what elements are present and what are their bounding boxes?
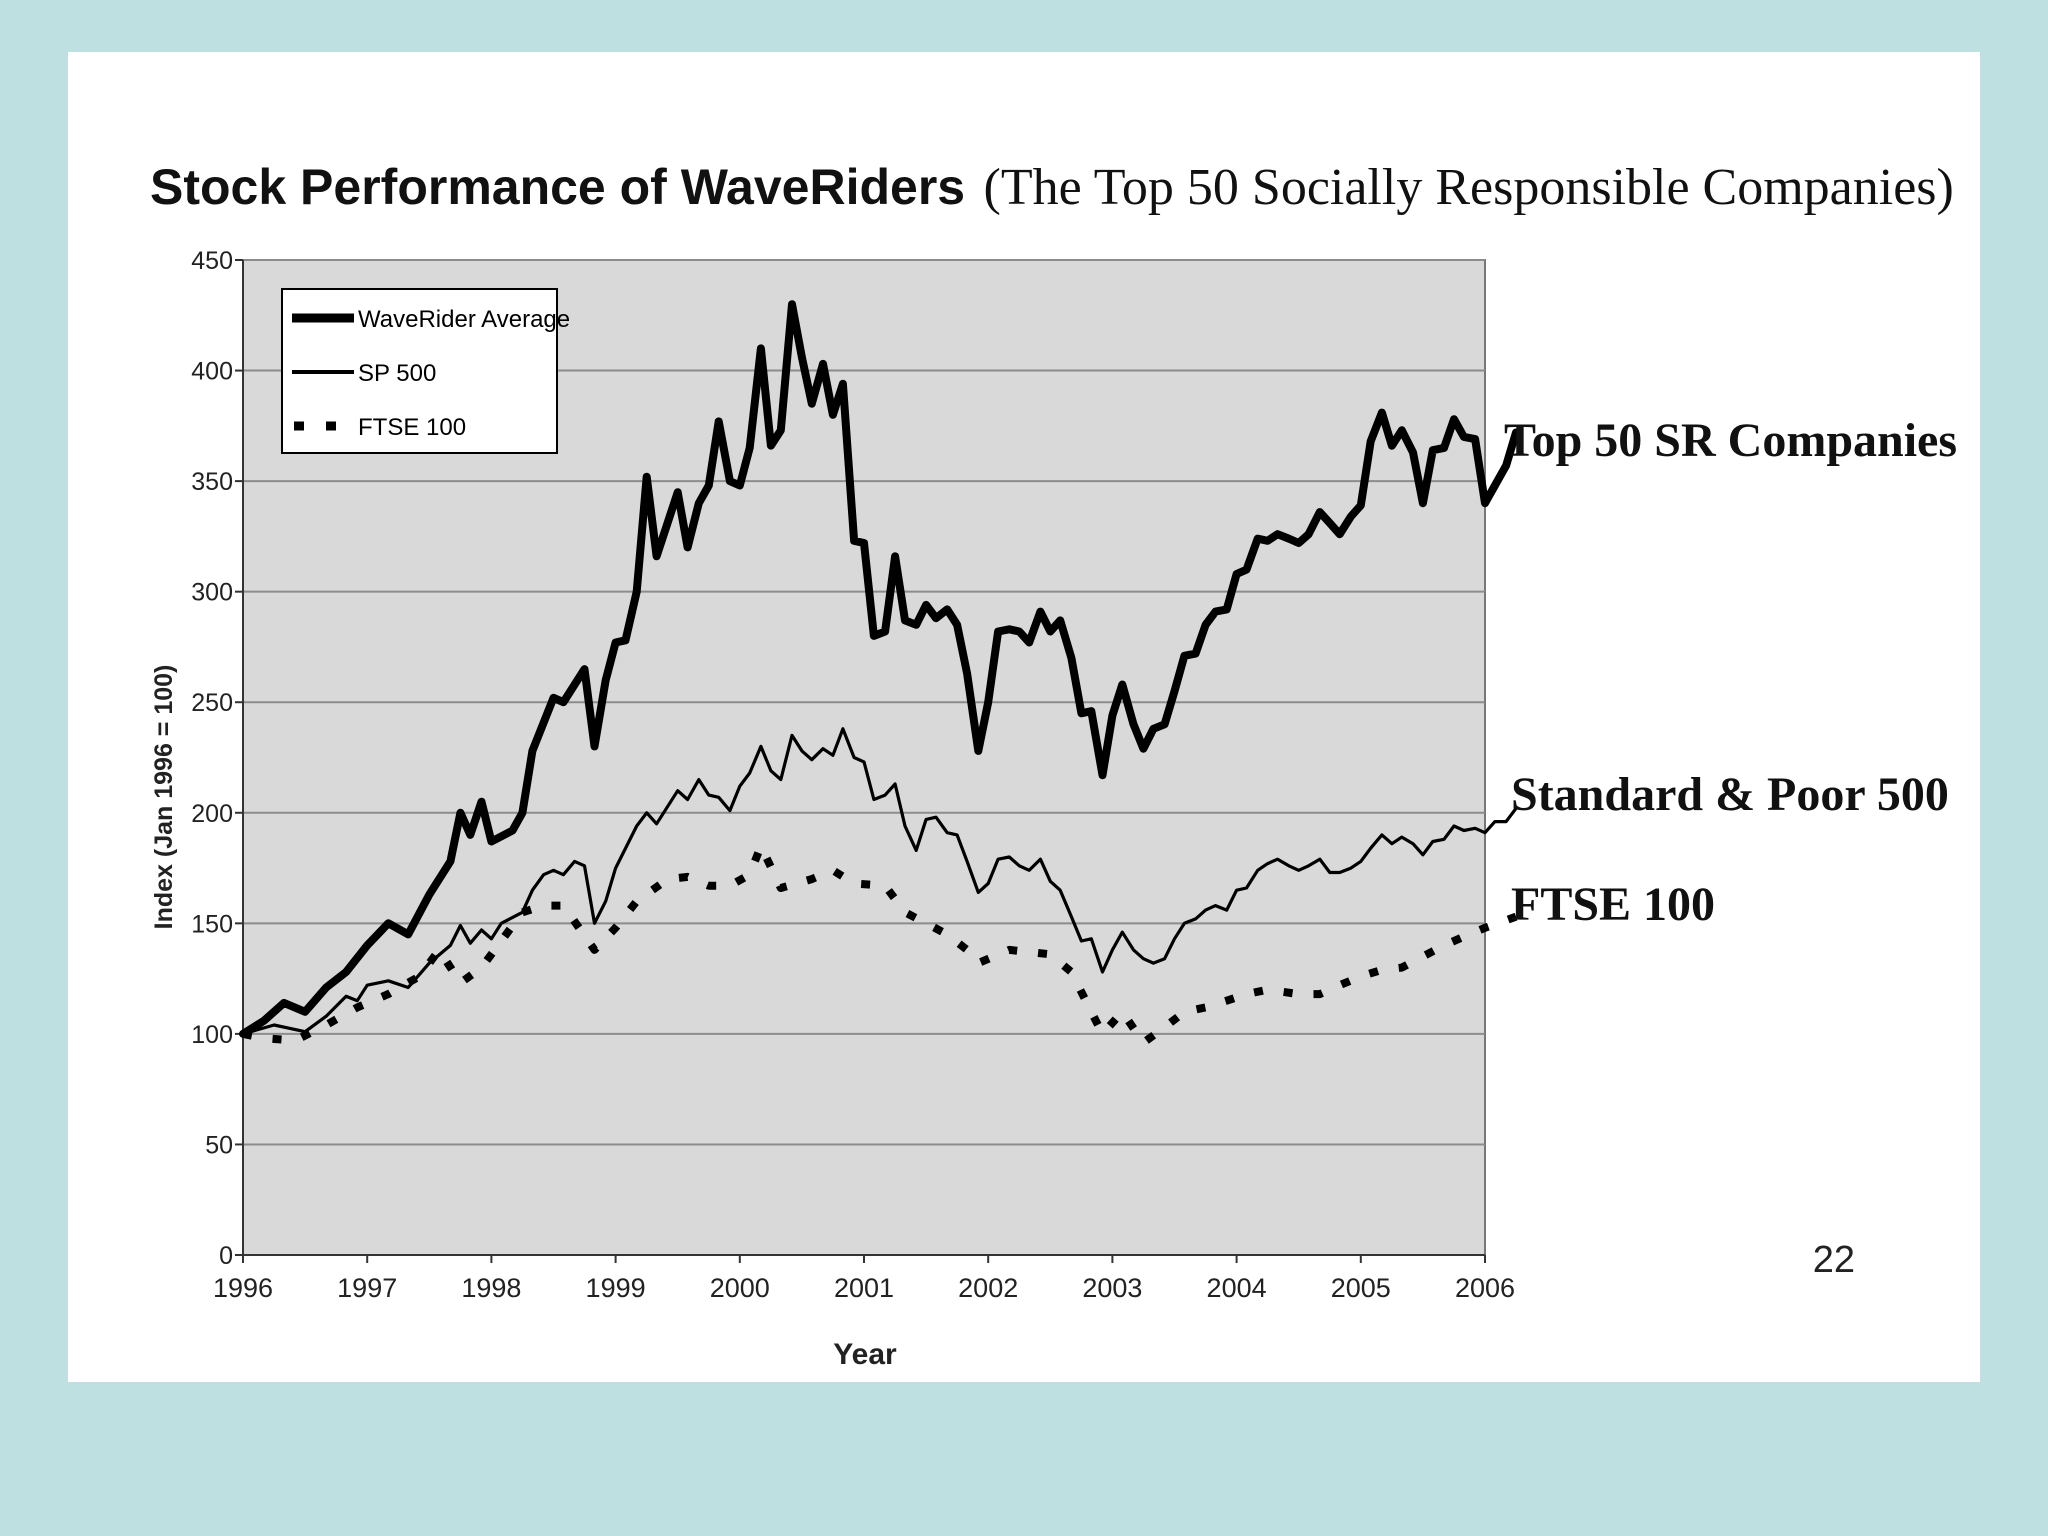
x-tick-label: 2002 bbox=[958, 1273, 1018, 1303]
y-axis-label: Index (Jan 1996 = 100) bbox=[150, 665, 178, 930]
x-tick-label: 1999 bbox=[586, 1273, 646, 1303]
chart-title-rest: (The Top 50 Socially Responsible Compani… bbox=[984, 159, 1954, 216]
chart-title: Stock Performance of WaveRiders (The Top… bbox=[150, 159, 1954, 216]
y-tick-label: 250 bbox=[191, 689, 233, 717]
x-tick-label: 2003 bbox=[1082, 1273, 1142, 1303]
x-tick-label: 2005 bbox=[1331, 1273, 1391, 1303]
chart: Stock Performance of WaveRiders (The Top… bbox=[150, 159, 1957, 1371]
y-tick-label: 150 bbox=[191, 910, 233, 938]
y-tick-label: 450 bbox=[191, 247, 233, 275]
y-tick-label: 200 bbox=[191, 800, 233, 828]
y-tick-label: 350 bbox=[191, 468, 233, 496]
slide-number: 22 bbox=[1812, 1239, 1855, 1281]
legend: WaveRider Average SP 500 FTSE 100 bbox=[281, 288, 570, 454]
x-tick-label: 1997 bbox=[337, 1273, 397, 1303]
annotation-top50: Top 50 SR Companies bbox=[1504, 414, 1957, 467]
x-tick-label: 2000 bbox=[710, 1273, 770, 1303]
x-tick-label: 2006 bbox=[1455, 1273, 1515, 1303]
y-tick-label: 400 bbox=[191, 358, 233, 386]
y-tick-label: 300 bbox=[191, 579, 233, 607]
x-tick-label: 2004 bbox=[1207, 1273, 1267, 1303]
legend-label-waverider: WaveRider Average bbox=[358, 306, 570, 333]
x-tick-label: 1998 bbox=[461, 1273, 521, 1303]
legend-label-sp500: SP 500 bbox=[358, 360, 436, 387]
x-tick-label: 1996 bbox=[213, 1273, 273, 1303]
y-tick-label: 0 bbox=[219, 1242, 233, 1270]
y-tick-label: 50 bbox=[205, 1131, 233, 1159]
slide: Stock Performance of WaveRiders (The Top… bbox=[68, 52, 1980, 1382]
series-ftse-100 bbox=[242, 841, 1518, 1047]
legend-label-ftse: FTSE 100 bbox=[358, 414, 466, 441]
annotation-sp500: Standard & Poor 500 bbox=[1511, 768, 1949, 821]
series-sp-500 bbox=[242, 727, 1518, 1036]
x-axis-label: Year bbox=[833, 1338, 897, 1371]
x-tick-label: 2001 bbox=[834, 1273, 894, 1303]
chart-title-bold: Stock Performance of WaveRiders bbox=[150, 159, 965, 215]
series-waverider-average bbox=[239, 300, 1520, 1038]
y-tick-label: 100 bbox=[191, 1021, 233, 1049]
annotation-ftse: FTSE 100 bbox=[1511, 878, 1715, 931]
